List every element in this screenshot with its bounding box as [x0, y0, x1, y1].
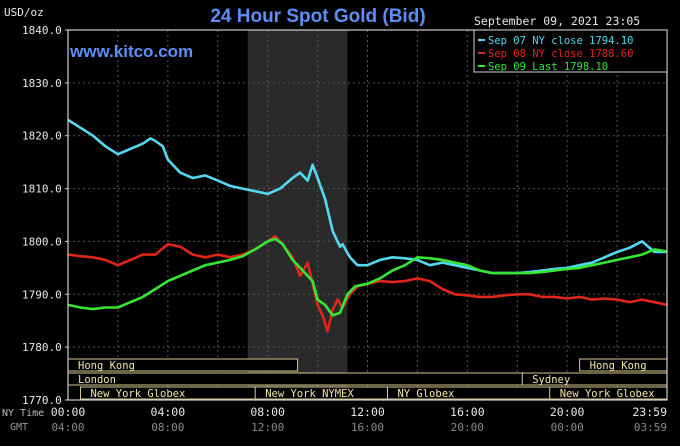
- y-tick-label: 1830.0: [22, 77, 62, 90]
- plot-frame: [67, 29, 668, 401]
- y-tick-label: 1810.0: [22, 183, 62, 196]
- x-tick-gmt: 12:00: [251, 421, 284, 434]
- x-tick-gmt: 16:00: [351, 421, 384, 434]
- series-line-3: [67, 237, 668, 317]
- legend-entry: Sep 08 NY close 1788.60: [478, 48, 633, 60]
- x-tick-ny: 08:00: [250, 405, 285, 419]
- legend-entry: Sep 09 Last 1798.10: [478, 61, 608, 73]
- watermark-url: www.kitco.com: [69, 42, 193, 61]
- x-tick-gmt: 03:59: [634, 421, 667, 434]
- timestamp: September 09, 2021 23:05: [474, 14, 640, 28]
- session-label: Sydney: [532, 374, 570, 386]
- session-label: NY Globex: [397, 388, 454, 400]
- session-label: London: [78, 374, 116, 386]
- session-label: New York NYMEX: [265, 388, 354, 400]
- session-label: Hong Kong: [78, 360, 135, 372]
- session-bar: Hong Kong: [67, 358, 299, 372]
- series-line-1: [67, 118, 667, 275]
- highlight-band: [247, 30, 348, 400]
- legend-label: Sep 07 NY close 1794.10: [488, 35, 633, 47]
- x-tick-gmt: 08:00: [151, 421, 184, 434]
- session-bar: Hong Kong: [579, 358, 668, 372]
- y-tick-label: 1790.0: [22, 288, 62, 301]
- legend-entry: Sep 07 NY close 1794.10: [478, 35, 633, 47]
- x-tick-gmt: 20:00: [451, 421, 484, 434]
- session-label: New York Globex: [560, 388, 655, 400]
- legend-label: Sep 09 Last 1798.10: [488, 61, 608, 73]
- x-tick-ny: 20:00: [550, 405, 585, 419]
- session-label: Hong Kong: [590, 360, 647, 372]
- chart-title: 24 Hour Spot Gold (Bid): [210, 6, 425, 27]
- x-tick-ny: 23:59: [632, 405, 667, 419]
- x-tick-gmt: 04:00: [51, 421, 84, 434]
- x-tick-ny: 12:00: [350, 405, 385, 419]
- legend-box: [473, 29, 668, 73]
- legend-label: Sep 08 NY close 1788.60: [488, 48, 633, 60]
- x-tick-ny: 00:00: [51, 405, 86, 419]
- x-tick-gmt: 00:00: [551, 421, 584, 434]
- session-bar: London: [67, 372, 528, 386]
- y-tick-label: 1820.0: [22, 130, 62, 143]
- x-axis-gmt-label: GMT: [10, 422, 28, 433]
- x-axis-ny-label: NY Time: [2, 408, 44, 419]
- y-tick-label: 1800.0: [22, 235, 62, 248]
- y-tick-label: 1840.0: [22, 24, 62, 37]
- x-tick-ny: 16:00: [450, 405, 485, 419]
- x-tick-ny: 04:00: [151, 405, 186, 419]
- y-tick-label: 1780.0: [22, 341, 62, 354]
- session-bar: Sydney: [521, 372, 668, 386]
- session-bar: New York Globex: [549, 386, 668, 400]
- session-bar: New York NYMEX: [254, 386, 423, 400]
- y-tick-label: 1770.0: [22, 394, 62, 407]
- y-unit-label: USD/oz: [4, 6, 44, 19]
- session-label: New York Globex: [90, 388, 185, 400]
- session-box: [67, 372, 528, 386]
